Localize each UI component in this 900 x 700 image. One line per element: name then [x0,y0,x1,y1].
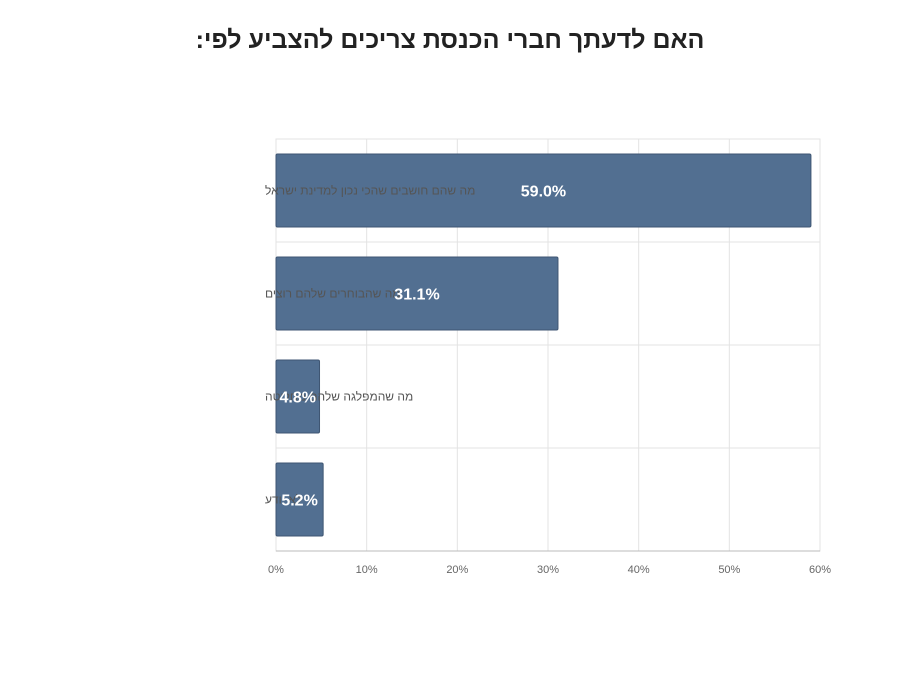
x-tick-label: 50% [718,564,740,576]
bar [275,359,321,434]
category-label: מה שהבוחרים שלהם רוצים [265,287,401,301]
x-tick-label: 20% [446,564,468,576]
bar [275,462,324,537]
x-tick-label: 0% [268,564,284,576]
category-label: מה שהמפלגה שלהם מחליטה [265,390,413,404]
chart-title: האם לדעתך חברי הכנסת צריכים להצביע לפי: [195,26,705,54]
x-tick-label: 40% [628,564,650,576]
category-label: לא יודע [265,493,302,507]
category-label: מה שהם חושבים שהכי נכון למדינת ישראל [265,184,475,198]
x-tick-label: 10% [356,564,378,576]
bar-value-label: 31.1% [394,287,439,304]
x-tick-label: 60% [809,564,831,576]
bar-value-label: 5.2% [281,493,317,510]
bar [275,153,812,228]
bar-value-label: 4.8% [280,390,316,407]
bar-value-label: 59.0% [521,184,566,201]
bar [275,256,559,331]
x-tick-label: 30% [537,564,559,576]
